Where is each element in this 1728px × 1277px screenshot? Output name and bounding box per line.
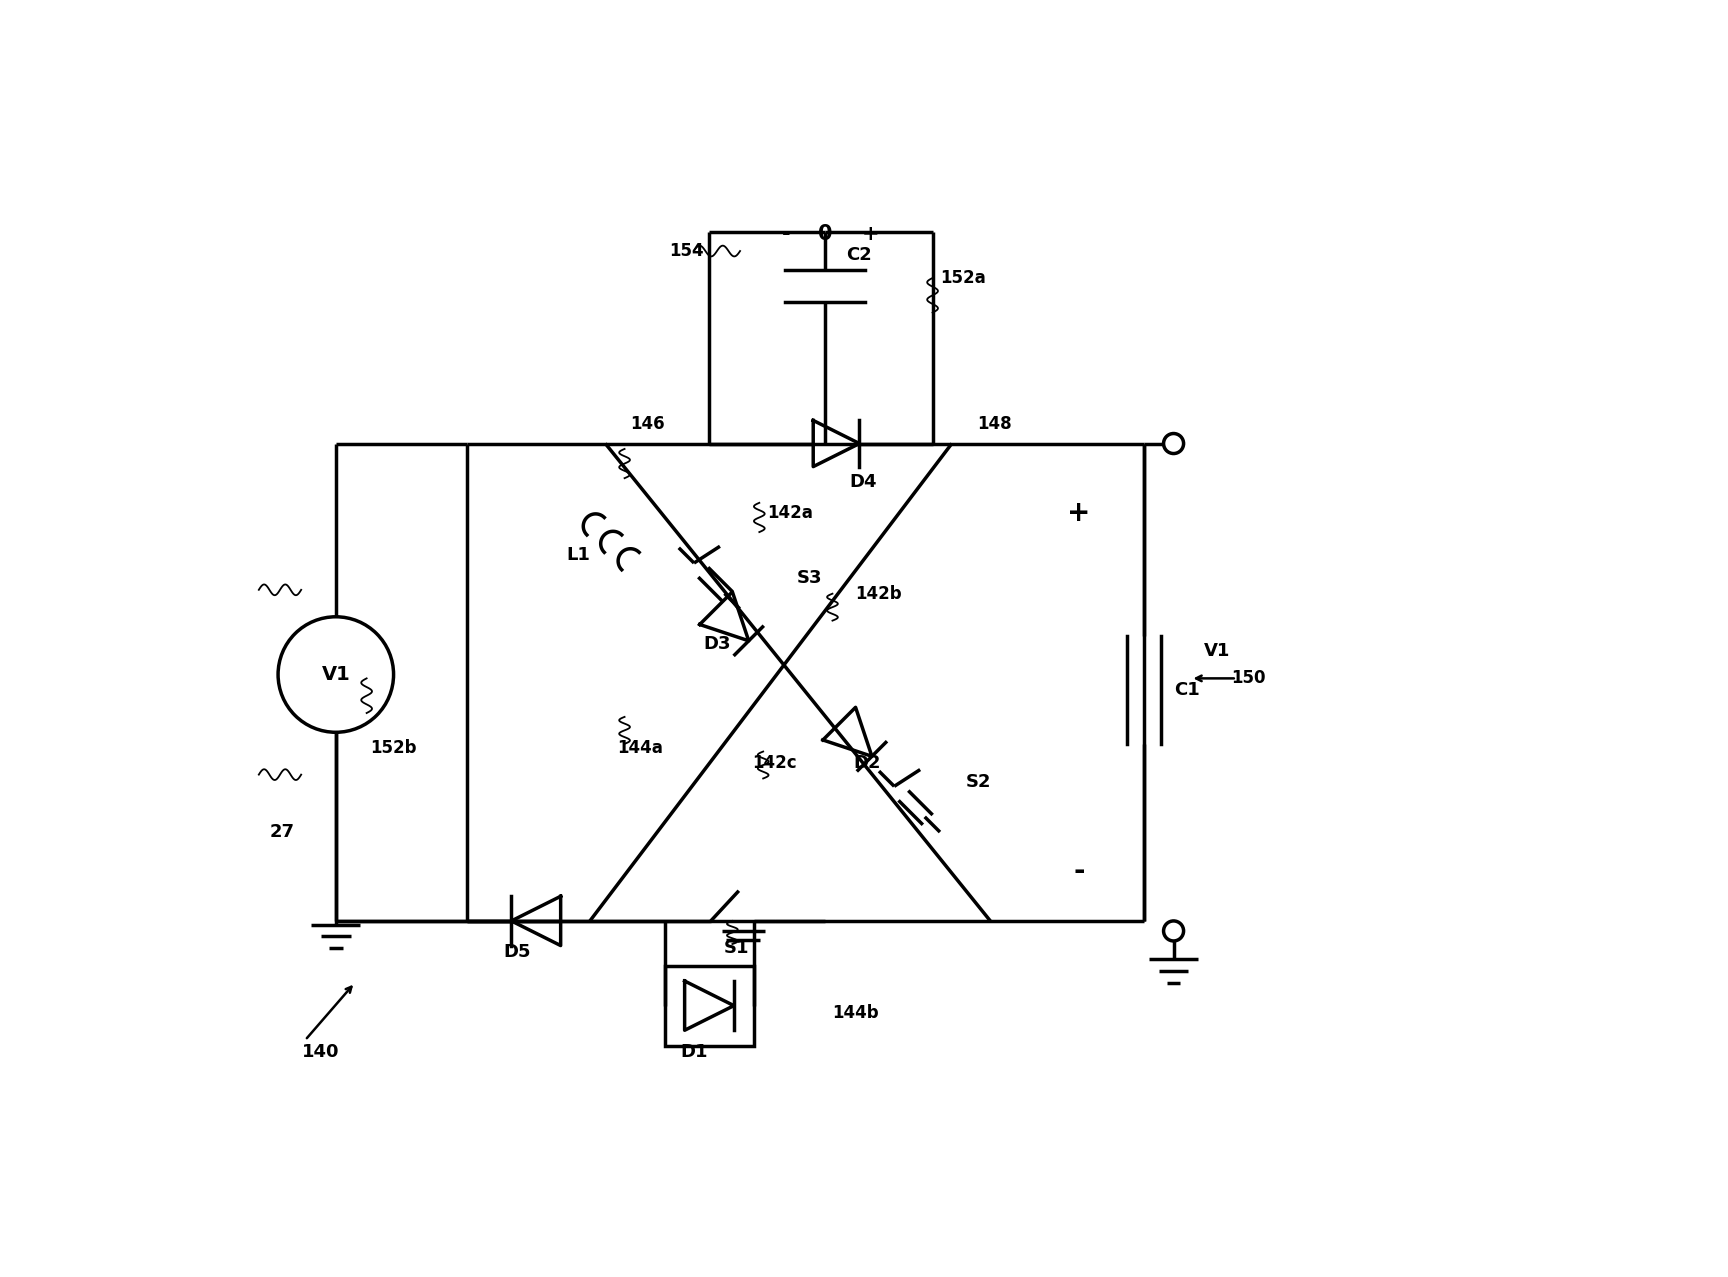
Text: 152a: 152a (940, 269, 987, 287)
Text: V1: V1 (1204, 642, 1230, 660)
Text: -: - (783, 223, 791, 244)
Text: D3: D3 (703, 635, 731, 653)
Text: 154: 154 (669, 243, 703, 261)
Text: 150: 150 (1230, 669, 1265, 687)
Text: 140: 140 (302, 1043, 339, 1061)
Text: V1: V1 (321, 665, 351, 684)
Text: S1: S1 (724, 939, 748, 956)
Text: S2: S2 (966, 774, 992, 792)
Text: S3: S3 (797, 570, 823, 587)
Text: D4: D4 (850, 472, 878, 492)
Text: 144b: 144b (833, 1004, 880, 1023)
Text: 27: 27 (270, 824, 294, 842)
Text: 152b: 152b (370, 738, 416, 757)
Text: 0: 0 (817, 223, 831, 244)
Text: D2: D2 (854, 755, 881, 773)
Text: L1: L1 (567, 547, 591, 564)
Text: D5: D5 (503, 942, 530, 960)
Text: 146: 146 (631, 415, 665, 433)
Text: C1: C1 (1173, 681, 1199, 699)
Text: +: + (1068, 499, 1090, 527)
Text: 142a: 142a (767, 504, 814, 522)
Text: 142c: 142c (752, 755, 797, 773)
Text: C2: C2 (847, 246, 873, 264)
Text: -: - (1073, 857, 1085, 885)
Text: D1: D1 (681, 1043, 708, 1061)
Text: +: + (862, 223, 880, 244)
Text: 148: 148 (976, 415, 1011, 433)
Text: 144a: 144a (617, 738, 664, 757)
Text: 142b: 142b (855, 585, 902, 603)
